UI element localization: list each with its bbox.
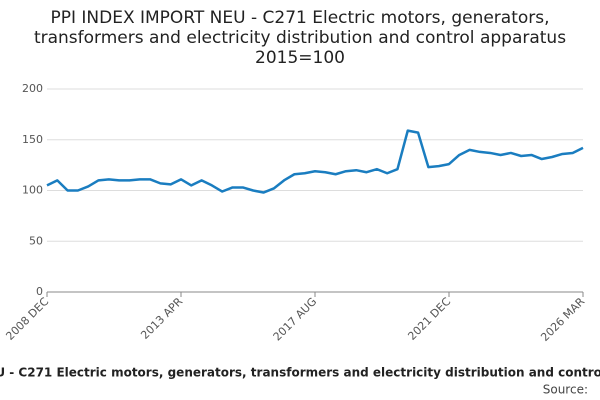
data-line — [46, 129, 584, 194]
y-tick-label: 150 — [22, 133, 43, 146]
y-tick-label: 200 — [22, 82, 43, 95]
chart-title-line: PPI INDEX IMPORT NEU - C271 Electric mot… — [34, 8, 566, 68]
x-tick-label: 2021 DEC — [405, 295, 453, 343]
x-tick-label: 2026 MAR — [538, 295, 587, 344]
y-tick-label: 50 — [29, 234, 43, 247]
x-tick-label: 2017 AUG — [271, 295, 320, 344]
x-tick-label: 2008 DEC — [3, 295, 51, 343]
x-tick-label: 2013 APR — [138, 295, 185, 342]
y-tick-label: 0 — [36, 285, 43, 298]
footer-title: PPI INDEX IMPORT NEU - C271 Electric mot… — [0, 366, 600, 380]
y-tick-label: 100 — [22, 184, 43, 197]
source: Source: — [543, 383, 588, 397]
